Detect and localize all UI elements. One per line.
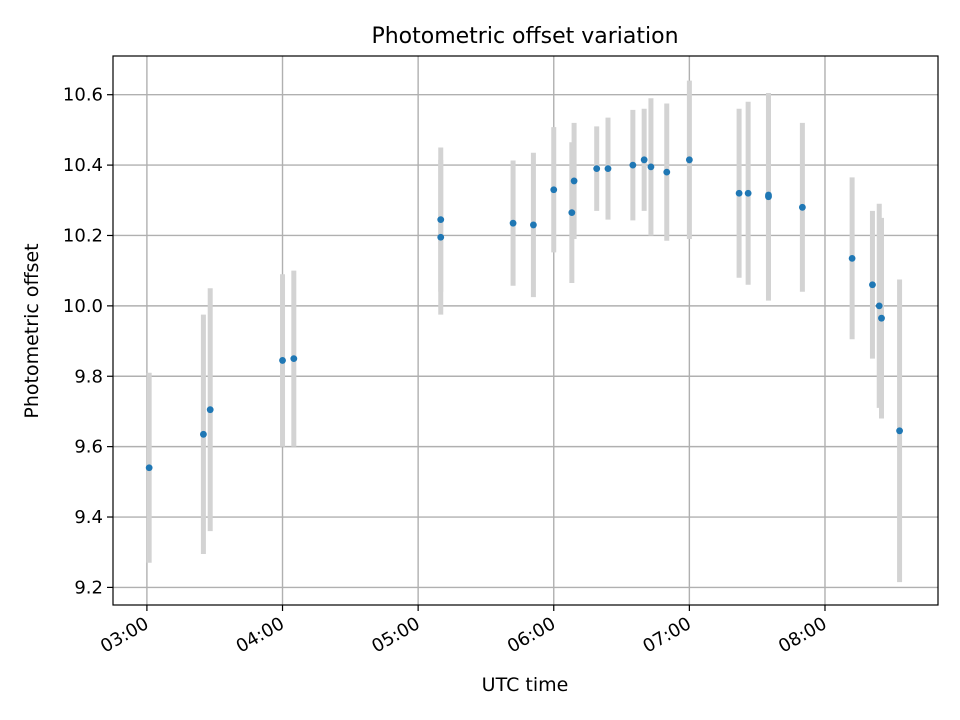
data-point bbox=[735, 189, 743, 197]
chart-title: Photometric offset variation bbox=[371, 24, 678, 49]
data-point bbox=[744, 189, 752, 197]
point-layer bbox=[145, 156, 903, 472]
data-point bbox=[200, 430, 207, 438]
data-point bbox=[279, 357, 286, 364]
y-tick-label: 10.2 bbox=[63, 225, 103, 246]
data-point bbox=[798, 203, 806, 211]
data-point bbox=[629, 161, 637, 169]
y-tick-label: 10.4 bbox=[63, 155, 103, 176]
y-tick-label: 9.2 bbox=[74, 577, 103, 598]
data-point bbox=[604, 165, 612, 173]
data-point bbox=[869, 281, 876, 289]
data-point bbox=[570, 177, 578, 185]
data-point bbox=[593, 165, 601, 173]
y-tick-label: 9.8 bbox=[74, 366, 103, 387]
data-point bbox=[568, 209, 576, 217]
data-point bbox=[875, 302, 883, 310]
y-tick-label: 10.0 bbox=[63, 296, 103, 317]
data-point bbox=[896, 427, 903, 435]
y-tick-label: 9.6 bbox=[74, 437, 103, 458]
data-point bbox=[509, 219, 517, 227]
y-tick-label: 10.6 bbox=[63, 85, 103, 106]
data-point bbox=[530, 221, 537, 229]
y-axis: 9.2 9.4 9.6 9.8 10.0 10.2 10.4 10.6 bbox=[63, 85, 113, 598]
data-point bbox=[663, 168, 671, 176]
data-point bbox=[145, 464, 153, 472]
data-point bbox=[550, 186, 558, 194]
plot-frame bbox=[112, 55, 939, 606]
data-point bbox=[437, 233, 445, 241]
data-point bbox=[878, 314, 885, 322]
data-point bbox=[647, 163, 655, 171]
y-axis-label: Photometric offset bbox=[21, 243, 43, 418]
data-point bbox=[765, 191, 772, 199]
data-point bbox=[290, 355, 298, 363]
y-tick-label: 9.4 bbox=[74, 507, 103, 528]
x-axis-label: UTC time bbox=[482, 674, 569, 696]
data-point bbox=[640, 156, 648, 164]
data-point bbox=[206, 406, 214, 414]
data-point bbox=[437, 216, 445, 224]
data-point bbox=[685, 156, 693, 164]
data-point bbox=[848, 254, 856, 262]
